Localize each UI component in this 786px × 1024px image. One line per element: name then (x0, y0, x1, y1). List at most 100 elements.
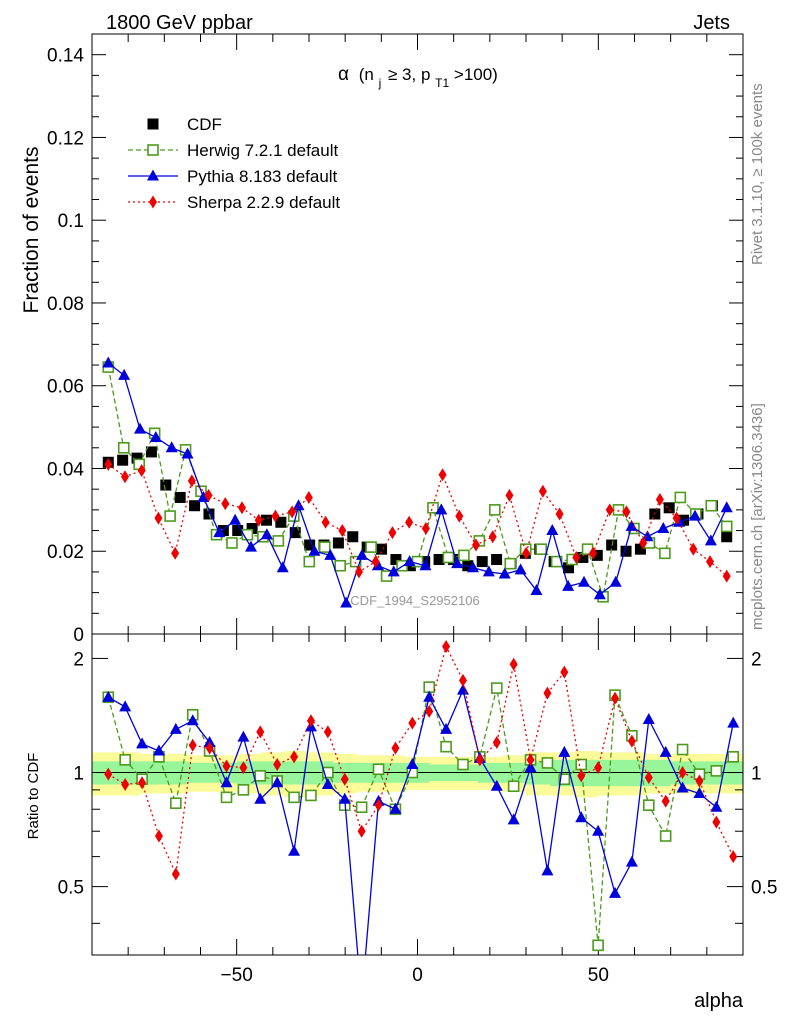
sherpa-ratio-point (458, 673, 467, 687)
sherpa-ratio-point (374, 798, 383, 812)
main-y-tick-label: 0 (73, 625, 84, 646)
cdf-point (663, 502, 675, 514)
pythia-ratio-point (119, 700, 132, 712)
pythia-point (657, 521, 670, 533)
pythia-point (213, 526, 226, 538)
herwig-ratio-point (558, 773, 571, 786)
sherpa-ratio-point (475, 753, 484, 767)
sherpa-ratio-point (340, 772, 349, 786)
sherpa-ratio-point (661, 794, 670, 808)
pythia-ratio-point (541, 864, 554, 876)
herwig-point (117, 441, 130, 454)
sherpa-point (505, 488, 514, 502)
herwig-point (334, 559, 346, 572)
pythia-ratio-point (558, 745, 571, 757)
sherpa-ratio-point (239, 761, 248, 775)
herwig-ratio-point (355, 801, 368, 814)
pythia-point (403, 555, 416, 567)
rivet-version-label: Rivet 3.1.10, ≥ 100k events (749, 83, 766, 265)
herwig-point (303, 555, 316, 568)
ratio-y-tick-label-right: 2 (751, 649, 762, 670)
pythia-ratio-point (440, 722, 453, 734)
sherpa-point (689, 542, 698, 556)
sherpa-ratio-point (323, 725, 332, 739)
pythia-ratio-point (389, 802, 402, 814)
pythia-point (419, 559, 432, 571)
sherpa-ratio-point (644, 771, 653, 785)
pythia-point (498, 567, 511, 579)
pythia-point (482, 565, 495, 577)
pythia-ratio-point (727, 716, 740, 728)
pythia-ratio-point (169, 722, 182, 734)
sherpa-point (154, 511, 163, 525)
sherpa-point (455, 509, 464, 523)
legend-sherpa-label: Sherpa 2.2.9 default (187, 193, 340, 212)
sherpa-point (622, 505, 631, 519)
cdf-point (289, 527, 301, 539)
sherpa-ratio-point (610, 691, 619, 705)
sherpa-ratio-line (107, 644, 734, 877)
cdf-point (174, 491, 186, 503)
pythia-ratio-point (237, 730, 250, 742)
sherpa-ratio-point (391, 741, 400, 755)
pythia-ratio-point (321, 777, 334, 789)
main-y-tick-label: 0.12 (47, 128, 84, 149)
herwig-point (272, 535, 285, 547)
pythia-point (118, 368, 131, 380)
cdf-point (275, 516, 287, 528)
cdf-point (304, 539, 316, 551)
legend: CDF Herwig 7.2.1 default Pythia 8.183 defa… (128, 115, 340, 212)
sherpa-ratio-point (442, 640, 451, 654)
sherpa-point (120, 470, 129, 484)
herwig-ratio-line (107, 686, 734, 946)
sherpa-point (288, 505, 297, 519)
herwig-ratio-point (288, 791, 300, 804)
herwig-point (349, 555, 362, 568)
pythia-ratio-point (608, 886, 621, 898)
pythia-ratio-point (642, 713, 655, 725)
ratio-x-tick-label: 0 (412, 965, 423, 986)
herwig-point (705, 499, 718, 512)
sherpa-point (321, 515, 330, 529)
sherpa-point (405, 515, 414, 529)
ratio-y-tick-label: 0.5 (58, 878, 84, 899)
pythia-ratio-point (254, 792, 267, 804)
main-y-tick-label: 0.08 (47, 294, 84, 315)
ratio-x-tick-label: 50 (588, 965, 609, 986)
pythia-ratio-point (271, 776, 284, 788)
cdf-point (491, 554, 503, 566)
herwig-point (365, 541, 377, 553)
legend-cdf-marker (147, 118, 159, 130)
pythia-point (593, 588, 606, 600)
cdf-point (260, 514, 272, 526)
cdf-point (189, 500, 201, 512)
ratio-y-tick-label: 1 (73, 764, 84, 785)
sherpa-point (104, 457, 113, 471)
sherpa-ratio-point (290, 750, 299, 764)
pythia-point (673, 515, 686, 527)
sherpa-ratio-point (492, 736, 501, 750)
pythia-point (467, 561, 480, 573)
pythia-point (451, 557, 464, 569)
herwig-ratio-point (457, 758, 469, 771)
pythia-ratio-point (220, 776, 233, 788)
sherpa-point (187, 474, 196, 488)
header-energy-label: 1800 GeV ppbar (106, 12, 253, 34)
main-y-tick-label: 0.02 (47, 542, 84, 563)
herwig-point (535, 543, 547, 555)
pythia-point (308, 544, 321, 556)
x-axis-label: alpha (694, 990, 744, 1012)
herwig-point (720, 520, 733, 533)
pythia-point (102, 356, 115, 368)
pythia-ratio-point (490, 779, 503, 791)
legend-cdf-label: CDF (187, 115, 222, 134)
herwig-point (458, 549, 470, 562)
cdf-point (390, 554, 402, 566)
sherpa-ratio-point (577, 769, 586, 783)
sherpa-point (555, 507, 564, 521)
pythia-point (562, 579, 575, 591)
sherpa-ratio-point (678, 766, 687, 780)
sherpa-point (271, 509, 280, 523)
sherpa-point (254, 513, 263, 527)
